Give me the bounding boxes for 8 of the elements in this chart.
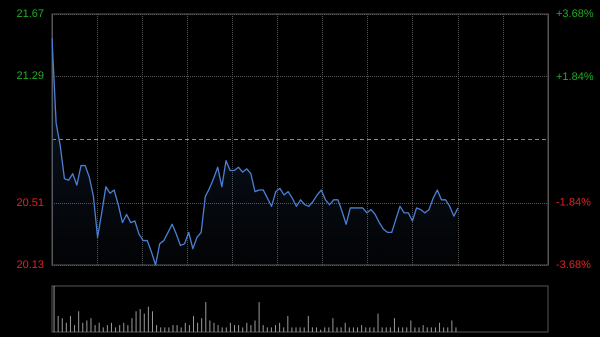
y-tick-label: 20.13 bbox=[16, 259, 44, 271]
y2-tick-label: +1.84% bbox=[556, 70, 594, 83]
y2-tick-label: -3.68% bbox=[556, 259, 592, 271]
y2-tick-label: -1.84% bbox=[556, 196, 592, 208]
y-tick-label: 21.29 bbox=[16, 70, 44, 82]
y2-tick-label: +3.68% bbox=[556, 8, 594, 20]
y-tick-label: 20.51 bbox=[16, 197, 44, 210]
y-tick-label: 21.67 bbox=[16, 8, 44, 20]
